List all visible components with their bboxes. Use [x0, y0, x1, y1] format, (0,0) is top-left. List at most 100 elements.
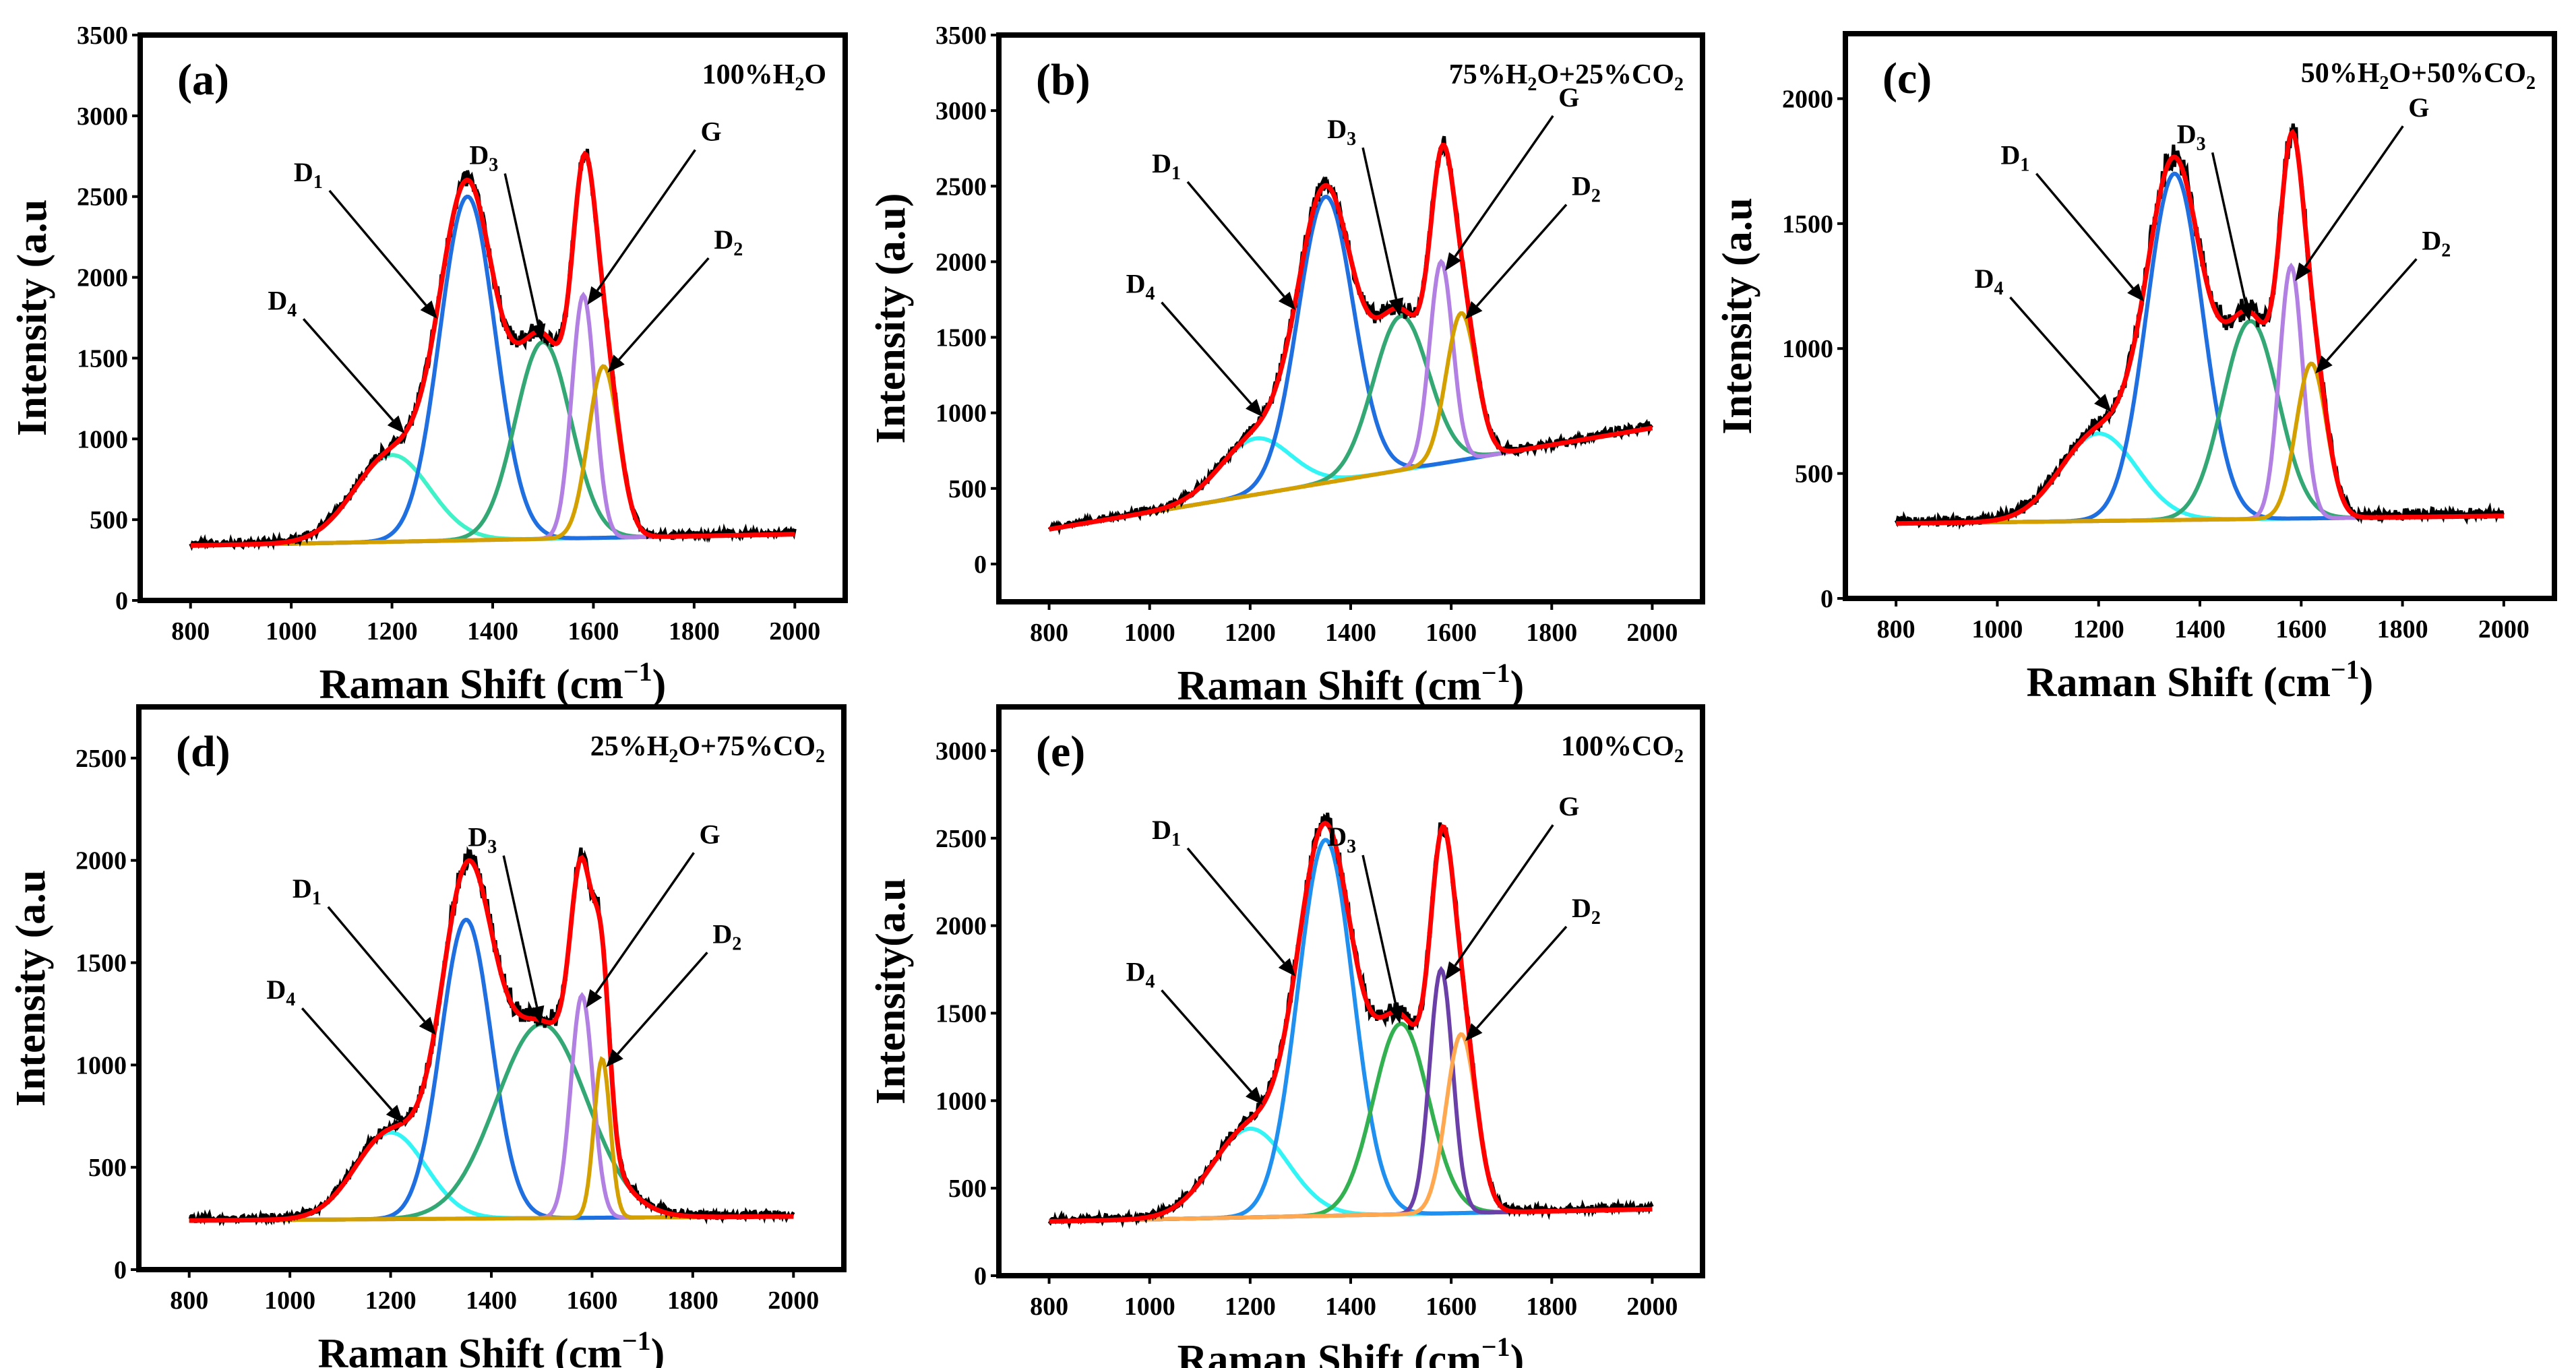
annotation-arrow-line	[1454, 824, 1554, 966]
condition-text: 75%H	[1449, 59, 1528, 90]
x-tick-label: 2000	[768, 1286, 819, 1315]
annotation-arrow-line	[327, 906, 426, 1023]
peak-label-subscript: 1	[2020, 155, 2029, 176]
peak-label-letter: D	[1126, 269, 1146, 299]
y-tick-label: 1500	[936, 999, 987, 1028]
x-tick-label: 1800	[1526, 619, 1577, 647]
y-tick-label: 3000	[77, 102, 128, 131]
arrowhead-icon	[586, 989, 603, 1008]
x-tick-label: 1200	[1225, 1293, 1276, 1321]
plot-frame	[996, 32, 1705, 604]
x-tick-label: 2000	[2478, 615, 2529, 644]
y-tick-label: 0	[1820, 585, 1833, 613]
plot-frame	[137, 32, 848, 603]
x-axis-label-superscript: −1	[622, 1326, 651, 1356]
component-curve-d2	[1049, 1032, 1653, 1224]
arrowhead-icon	[606, 1049, 623, 1067]
arrowhead-icon	[2295, 262, 2312, 282]
peak-label-g: G	[699, 819, 720, 849]
arrowhead-icon	[2238, 302, 2253, 321]
chart-panel-d: 800 1000 1200 1400 1600 1800 2000 0 500 1000 1500 2…	[8, 704, 847, 1368]
x-axis-label-end: )	[652, 662, 667, 708]
y-tick-label: 2000	[1782, 85, 1833, 113]
x-tick-label: 1200	[365, 1286, 417, 1315]
subscript: 2	[2526, 73, 2536, 94]
peak-label-d1: D1	[294, 157, 323, 193]
x-axis-label: Raman Shift (cm−1)	[1177, 658, 1525, 709]
component-curve-d3	[1895, 319, 2505, 526]
peak-label-subscript: 4	[286, 989, 295, 1010]
fitted-curve-line	[1048, 142, 1653, 532]
condition-text: O+50%CO	[2389, 58, 2526, 89]
arrowhead-icon	[2094, 394, 2112, 412]
arrowhead-icon	[1445, 252, 1462, 271]
peak-label-d2: D2	[714, 224, 743, 260]
peak-label-d3: D3	[2177, 119, 2206, 154]
y-tick-label: 3000	[936, 97, 987, 125]
annotation-arrow-line	[594, 852, 695, 995]
peak-label-d4: D4	[1975, 263, 2004, 299]
y-tick-label: 2000	[936, 248, 987, 276]
peak-label-letter: D	[2177, 119, 2197, 149]
x-tick-label: 1600	[566, 1286, 617, 1315]
x-tick-label: 1400	[466, 1286, 517, 1315]
peak-label-subscript: 2	[1591, 186, 1601, 207]
y-axis-label: Intensity(a.u	[868, 878, 914, 1105]
component-curve-d3	[1049, 1022, 1653, 1224]
subscript: 2	[1527, 74, 1537, 95]
peak-label-letter: D	[1975, 263, 1994, 294]
component-curve-d3	[190, 340, 795, 548]
arrowhead-icon	[607, 354, 625, 373]
y-tick-label: 1000	[936, 1087, 987, 1115]
x-tick-label: 1800	[1526, 1293, 1577, 1321]
x-axis-label: Raman Shift (cm−1)	[2027, 654, 2374, 706]
peak-label-letter: D	[2422, 225, 2441, 255]
fitted-curve-line	[1895, 129, 2505, 526]
x-tick-label: 1600	[1425, 619, 1477, 647]
arrowhead-icon	[1465, 301, 1483, 319]
component-curve-d2	[190, 364, 795, 548]
peak-label-subscript: 4	[1994, 278, 2004, 299]
peak-label-subscript: 4	[1146, 971, 1155, 992]
component-curve-d3	[1049, 313, 1653, 532]
annotation-arrow-line	[1161, 301, 1252, 405]
condition-text: 100%H	[702, 59, 795, 90]
annotation-arrow-line	[596, 149, 696, 291]
condition-label: 25%H2O+75%CO2	[590, 731, 825, 767]
panel-label: (b)	[1036, 55, 1091, 104]
x-tick-label: 1000	[1124, 619, 1175, 647]
peak-label-d2: D2	[2422, 225, 2451, 261]
peak-label-letter: G	[699, 819, 720, 849]
y-tick-label: 3500	[936, 22, 987, 50]
condition-text: O+25%CO	[1537, 59, 1674, 90]
component-curve-d2	[1049, 311, 1653, 532]
x-axis-label-superscript: −1	[2331, 654, 2360, 685]
peak-label-subscript: 1	[1171, 163, 1181, 184]
x-axis-label-end: )	[1510, 1337, 1525, 1368]
x-axis-label: Raman Shift (cm−1)	[1177, 1332, 1525, 1368]
component-curve-d1	[1049, 838, 1653, 1224]
x-axis-label: Raman Shift (cm−1)	[319, 656, 667, 708]
x-tick-label: 1400	[1325, 619, 1376, 647]
peak-label-d1: D1	[1152, 815, 1181, 850]
peak-label-subscript: 3	[1347, 836, 1356, 857]
peak-label-subscript: 2	[1591, 908, 1601, 929]
peak-label-letter: D	[1572, 893, 1591, 923]
arrowhead-icon	[386, 1105, 404, 1123]
annotation-arrow-line	[502, 855, 539, 1007]
arrowhead-icon	[387, 415, 405, 434]
peak-label-d4: D4	[1126, 956, 1155, 992]
y-tick-label: 1000	[75, 1051, 127, 1080]
peak-label-subscript: 2	[2441, 240, 2451, 261]
y-tick-label: 2500	[75, 745, 127, 773]
x-tick-label: 800	[1030, 619, 1068, 647]
peak-label-letter: D	[268, 285, 287, 315]
peak-label-d4: D4	[1126, 269, 1155, 305]
peak-label-d1: D1	[293, 873, 321, 909]
peak-label-letter: D	[1126, 956, 1146, 987]
component-curve-d2	[1895, 361, 2505, 526]
chart-panel-b: 800 1000 1200 1400 1600 1800 2000 0 500 1000 1500 2…	[868, 22, 1705, 709]
x-axis-label-text: Raman Shift (cm	[1177, 1337, 1481, 1368]
x-tick-label: 800	[1030, 1293, 1068, 1321]
peak-label-subscript: 3	[487, 837, 497, 858]
